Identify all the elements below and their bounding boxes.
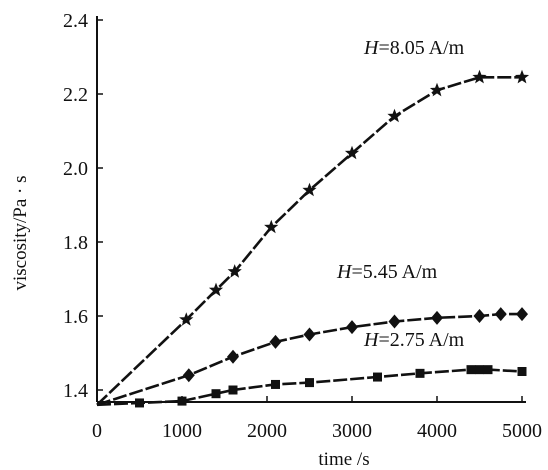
x-tick-label: 4000 [417, 420, 457, 442]
data-point-star [472, 69, 487, 84]
data-point-diamond [303, 327, 316, 342]
series-label-2-75: H=2.75 A/m [363, 329, 465, 351]
data-point-diamond [182, 368, 195, 383]
data-point-star [227, 264, 242, 278]
data-point-square [305, 378, 314, 388]
y-axis-title: viscosity/Pa · s [10, 175, 31, 290]
data-point-diamond [494, 307, 507, 322]
data-point-star [264, 219, 279, 234]
y-tick-label: 2.4 [63, 10, 88, 32]
series-label-8-05-value: =8.05 A/m [378, 37, 464, 59]
y-tick-label: 1.8 [63, 232, 88, 254]
data-point-square [517, 367, 527, 376]
data-point-square [373, 372, 382, 382]
x-tick-label: 0 [92, 420, 102, 442]
data-point-square [475, 365, 484, 375]
data-point-star [387, 108, 402, 123]
tick-marks [96, 19, 523, 402]
series-label-5-45: H=5.45 A/m [336, 261, 438, 283]
series-label-8-05: H=8.05 A/m [363, 37, 465, 59]
data-point-diamond [516, 307, 528, 322]
data-point-star [179, 312, 194, 326]
data-point-diamond [269, 334, 282, 349]
y-tick-label: 1.6 [63, 306, 88, 328]
y-tick-label: 1.4 [63, 380, 88, 402]
x-tick-labels: 0 1000 2000 3000 4000 5000 [92, 420, 542, 442]
data-point-star [344, 145, 360, 160]
series-markers [135, 69, 530, 408]
data-point-star [514, 69, 530, 84]
series-line-2 [96, 368, 523, 407]
y-tick-labels: 1.4 1.6 1.8 2.0 2.2 2.4 [63, 10, 88, 402]
data-point-square [483, 365, 493, 375]
data-point-square [415, 368, 425, 378]
x-tick-label: 1000 [162, 420, 202, 442]
data-point-square [211, 389, 221, 399]
data-point-square [271, 379, 280, 389]
series-line-0 [96, 76, 522, 406]
data-point-star [429, 82, 445, 97]
data-point-square [135, 398, 144, 408]
series-label-2-75-value: =2.75 A/m [378, 329, 464, 351]
data-point-square [228, 385, 238, 395]
data-point-star [208, 282, 224, 297]
series-lines [96, 76, 523, 407]
data-point-square [177, 396, 187, 406]
data-point-diamond [473, 309, 486, 323]
x-tick-label: 3000 [332, 420, 372, 442]
data-point-diamond [346, 320, 358, 335]
x-tick-label: 2000 [247, 420, 287, 442]
data-point-square [466, 365, 476, 375]
series-label-5-45-value: =5.45 A/m [351, 261, 437, 283]
y-tick-label: 2.2 [63, 84, 88, 106]
x-tick-label: 5000 [502, 420, 542, 442]
data-point-diamond [227, 349, 239, 364]
data-point-star [302, 182, 317, 197]
x-axis-title: time /s [318, 449, 369, 470]
y-tick-label: 2.0 [63, 158, 88, 180]
series-label-5-45-var: H [336, 261, 353, 283]
data-point-diamond [431, 310, 443, 325]
series-label-2-75-var: H [363, 329, 380, 351]
data-point-diamond [388, 314, 401, 329]
series-label-8-05-var: H [363, 37, 380, 59]
